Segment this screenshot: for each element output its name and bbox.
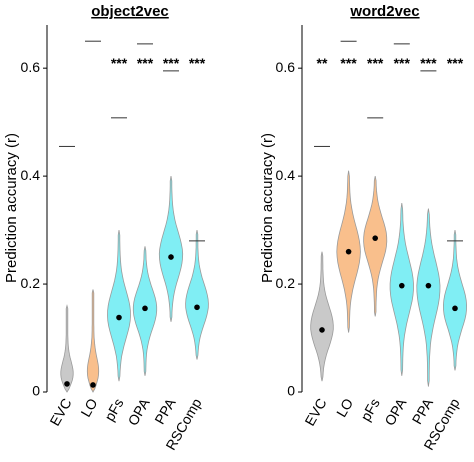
- x-tick-label: LO: [77, 395, 100, 419]
- x-tick-label: pFs: [101, 396, 127, 424]
- x-tick-label: EVC: [301, 396, 329, 429]
- violin: [107, 230, 131, 382]
- median-dot: [399, 282, 405, 289]
- significance: ***: [163, 55, 180, 71]
- significance: ***: [420, 55, 437, 71]
- significance: ***: [447, 55, 464, 71]
- chart-title: word2vec: [349, 3, 419, 20]
- median-dot: [452, 305, 458, 312]
- median-dot: [319, 327, 325, 333]
- violin: [158, 176, 184, 322]
- y-tick-label: 0.4: [276, 167, 296, 183]
- median-dot: [116, 314, 122, 321]
- y-tick-label: 0.6: [21, 59, 41, 75]
- y-tick-label: 0.2: [276, 275, 296, 291]
- y-axis-label: Prediction accuracy (r): [259, 133, 276, 283]
- significance: ***: [340, 55, 357, 71]
- y-axis-label: Prediction accuracy (r): [3, 133, 20, 283]
- median-dot: [372, 235, 379, 241]
- x-tick-label: pFs: [357, 396, 383, 424]
- x-tick-label: PPA: [409, 395, 437, 427]
- y-tick-label: 0.2: [21, 275, 41, 291]
- x-tick-label: OPA: [381, 395, 409, 428]
- violin: [442, 230, 468, 371]
- y-tick-label: 0.6: [276, 59, 296, 75]
- violin: [363, 176, 388, 317]
- significance: ***: [189, 55, 206, 71]
- y-tick-label: 0.4: [21, 167, 41, 183]
- y-tick-label: 0: [287, 383, 295, 399]
- chart-title: object2vec: [91, 3, 169, 20]
- significance: ***: [137, 55, 154, 71]
- violin: [86, 289, 100, 393]
- violin: [416, 208, 441, 387]
- violin: [389, 203, 414, 376]
- significance: **: [317, 55, 328, 71]
- median-dot: [425, 282, 432, 289]
- significance: ***: [394, 55, 411, 71]
- violin: [310, 251, 334, 382]
- median-dot: [90, 382, 96, 388]
- significance: ***: [367, 55, 384, 71]
- x-tick-label: EVC: [46, 396, 74, 429]
- significance: ***: [111, 55, 128, 71]
- median-dot: [64, 381, 70, 387]
- violin: [60, 304, 74, 393]
- median-dot: [345, 248, 352, 255]
- x-tick-label: LO: [333, 395, 356, 419]
- median-dot: [194, 304, 200, 311]
- median-dot: [168, 254, 174, 260]
- median-dot: [142, 305, 148, 312]
- x-tick-label: OPA: [124, 395, 152, 428]
- y-tick-label: 0: [32, 383, 40, 399]
- violin: [185, 230, 209, 360]
